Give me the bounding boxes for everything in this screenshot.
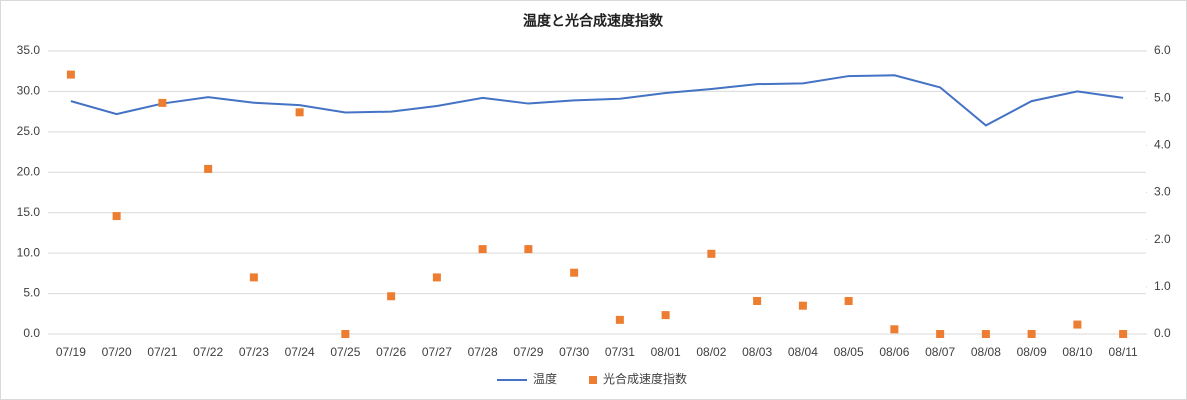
- x-tick-label: 08/11: [1109, 345, 1138, 359]
- scatter-point: [661, 311, 670, 320]
- x-tick-label: 08/04: [788, 345, 818, 359]
- x-tick-label: 08/03: [742, 345, 772, 359]
- y-tick-label: 25.0: [17, 124, 41, 138]
- scatter-point: [707, 249, 716, 258]
- x-tick-label: 07/22: [193, 345, 223, 359]
- scatter-point: [432, 273, 441, 282]
- scatter-point: [387, 292, 396, 301]
- scatter-point: [570, 268, 579, 277]
- y-tick-label: 35.0: [17, 43, 41, 57]
- y-tick-label: 30.0: [17, 84, 41, 98]
- x-tick-label: 07/28: [468, 345, 498, 359]
- y2-tick-label: 5.0: [1154, 90, 1171, 104]
- scatter-point: [1073, 320, 1082, 329]
- scatter-point: [295, 108, 304, 117]
- scatter-point: [249, 273, 258, 282]
- x-tick-label: 08/05: [834, 345, 864, 359]
- scatter-point: [524, 245, 533, 254]
- legend-label: 光合成速度指数: [603, 371, 687, 386]
- x-tick-label: 07/24: [285, 345, 315, 359]
- y2-tick-label: 6.0: [1154, 43, 1171, 57]
- scatter-point: [890, 325, 899, 334]
- y-tick-label: 5.0: [23, 286, 40, 300]
- y-tick-label: 0.0: [23, 326, 40, 340]
- x-tick-label: 08/08: [971, 345, 1001, 359]
- chart-title: 温度と光合成速度指数: [523, 13, 664, 29]
- scatter-point: [753, 296, 762, 305]
- x-tick-label: 08/10: [1062, 345, 1092, 359]
- x-tick-label: 08/06: [879, 345, 909, 359]
- line-series: [70, 74, 1124, 127]
- x-tick-label: 07/23: [239, 345, 269, 359]
- x-tick-label: 07/25: [330, 345, 360, 359]
- x-tick-label: 07/21: [147, 345, 177, 359]
- y-tick-label: 10.0: [17, 245, 41, 259]
- scatter-point: [204, 164, 213, 173]
- legend-label: 温度: [533, 371, 557, 386]
- x-tick-label: 08/07: [925, 345, 955, 359]
- y2-tick-label: 4.0: [1154, 138, 1171, 152]
- y-tick-label: 20.0: [17, 164, 41, 178]
- y2-tick-label: 1.0: [1154, 279, 1171, 293]
- scatter-point: [1119, 330, 1128, 338]
- y2-tick-label: 3.0: [1154, 185, 1171, 199]
- scatter-point: [66, 70, 75, 79]
- scatter-point: [936, 330, 945, 338]
- scatter-point: [844, 296, 853, 305]
- x-tick-label: 07/30: [559, 345, 589, 359]
- legend-swatch: [589, 376, 598, 384]
- x-tick-label: 08/02: [696, 345, 726, 359]
- x-tick-label: 07/31: [605, 345, 635, 359]
- x-tick-label: 07/29: [513, 345, 543, 359]
- x-tick-label: 07/20: [102, 345, 132, 359]
- scatter-point: [158, 98, 167, 107]
- x-tick-label: 08/09: [1017, 345, 1047, 359]
- x-tick-label: 07/26: [376, 345, 406, 359]
- x-tick-label: 07/19: [56, 345, 86, 359]
- y2-tick-label: 2.0: [1154, 232, 1171, 246]
- y2-tick-label: 0.0: [1154, 326, 1171, 340]
- scatter-point: [1027, 330, 1036, 338]
- scatter-point: [798, 301, 807, 310]
- scatter-point: [981, 330, 990, 338]
- scatter-point: [478, 245, 487, 254]
- x-tick-label: 07/27: [422, 345, 452, 359]
- y-tick-label: 15.0: [17, 205, 41, 219]
- scatter-point: [341, 330, 350, 338]
- x-tick-label: 08/01: [651, 345, 681, 359]
- scatter-point: [615, 315, 624, 324]
- scatter-point: [112, 212, 121, 221]
